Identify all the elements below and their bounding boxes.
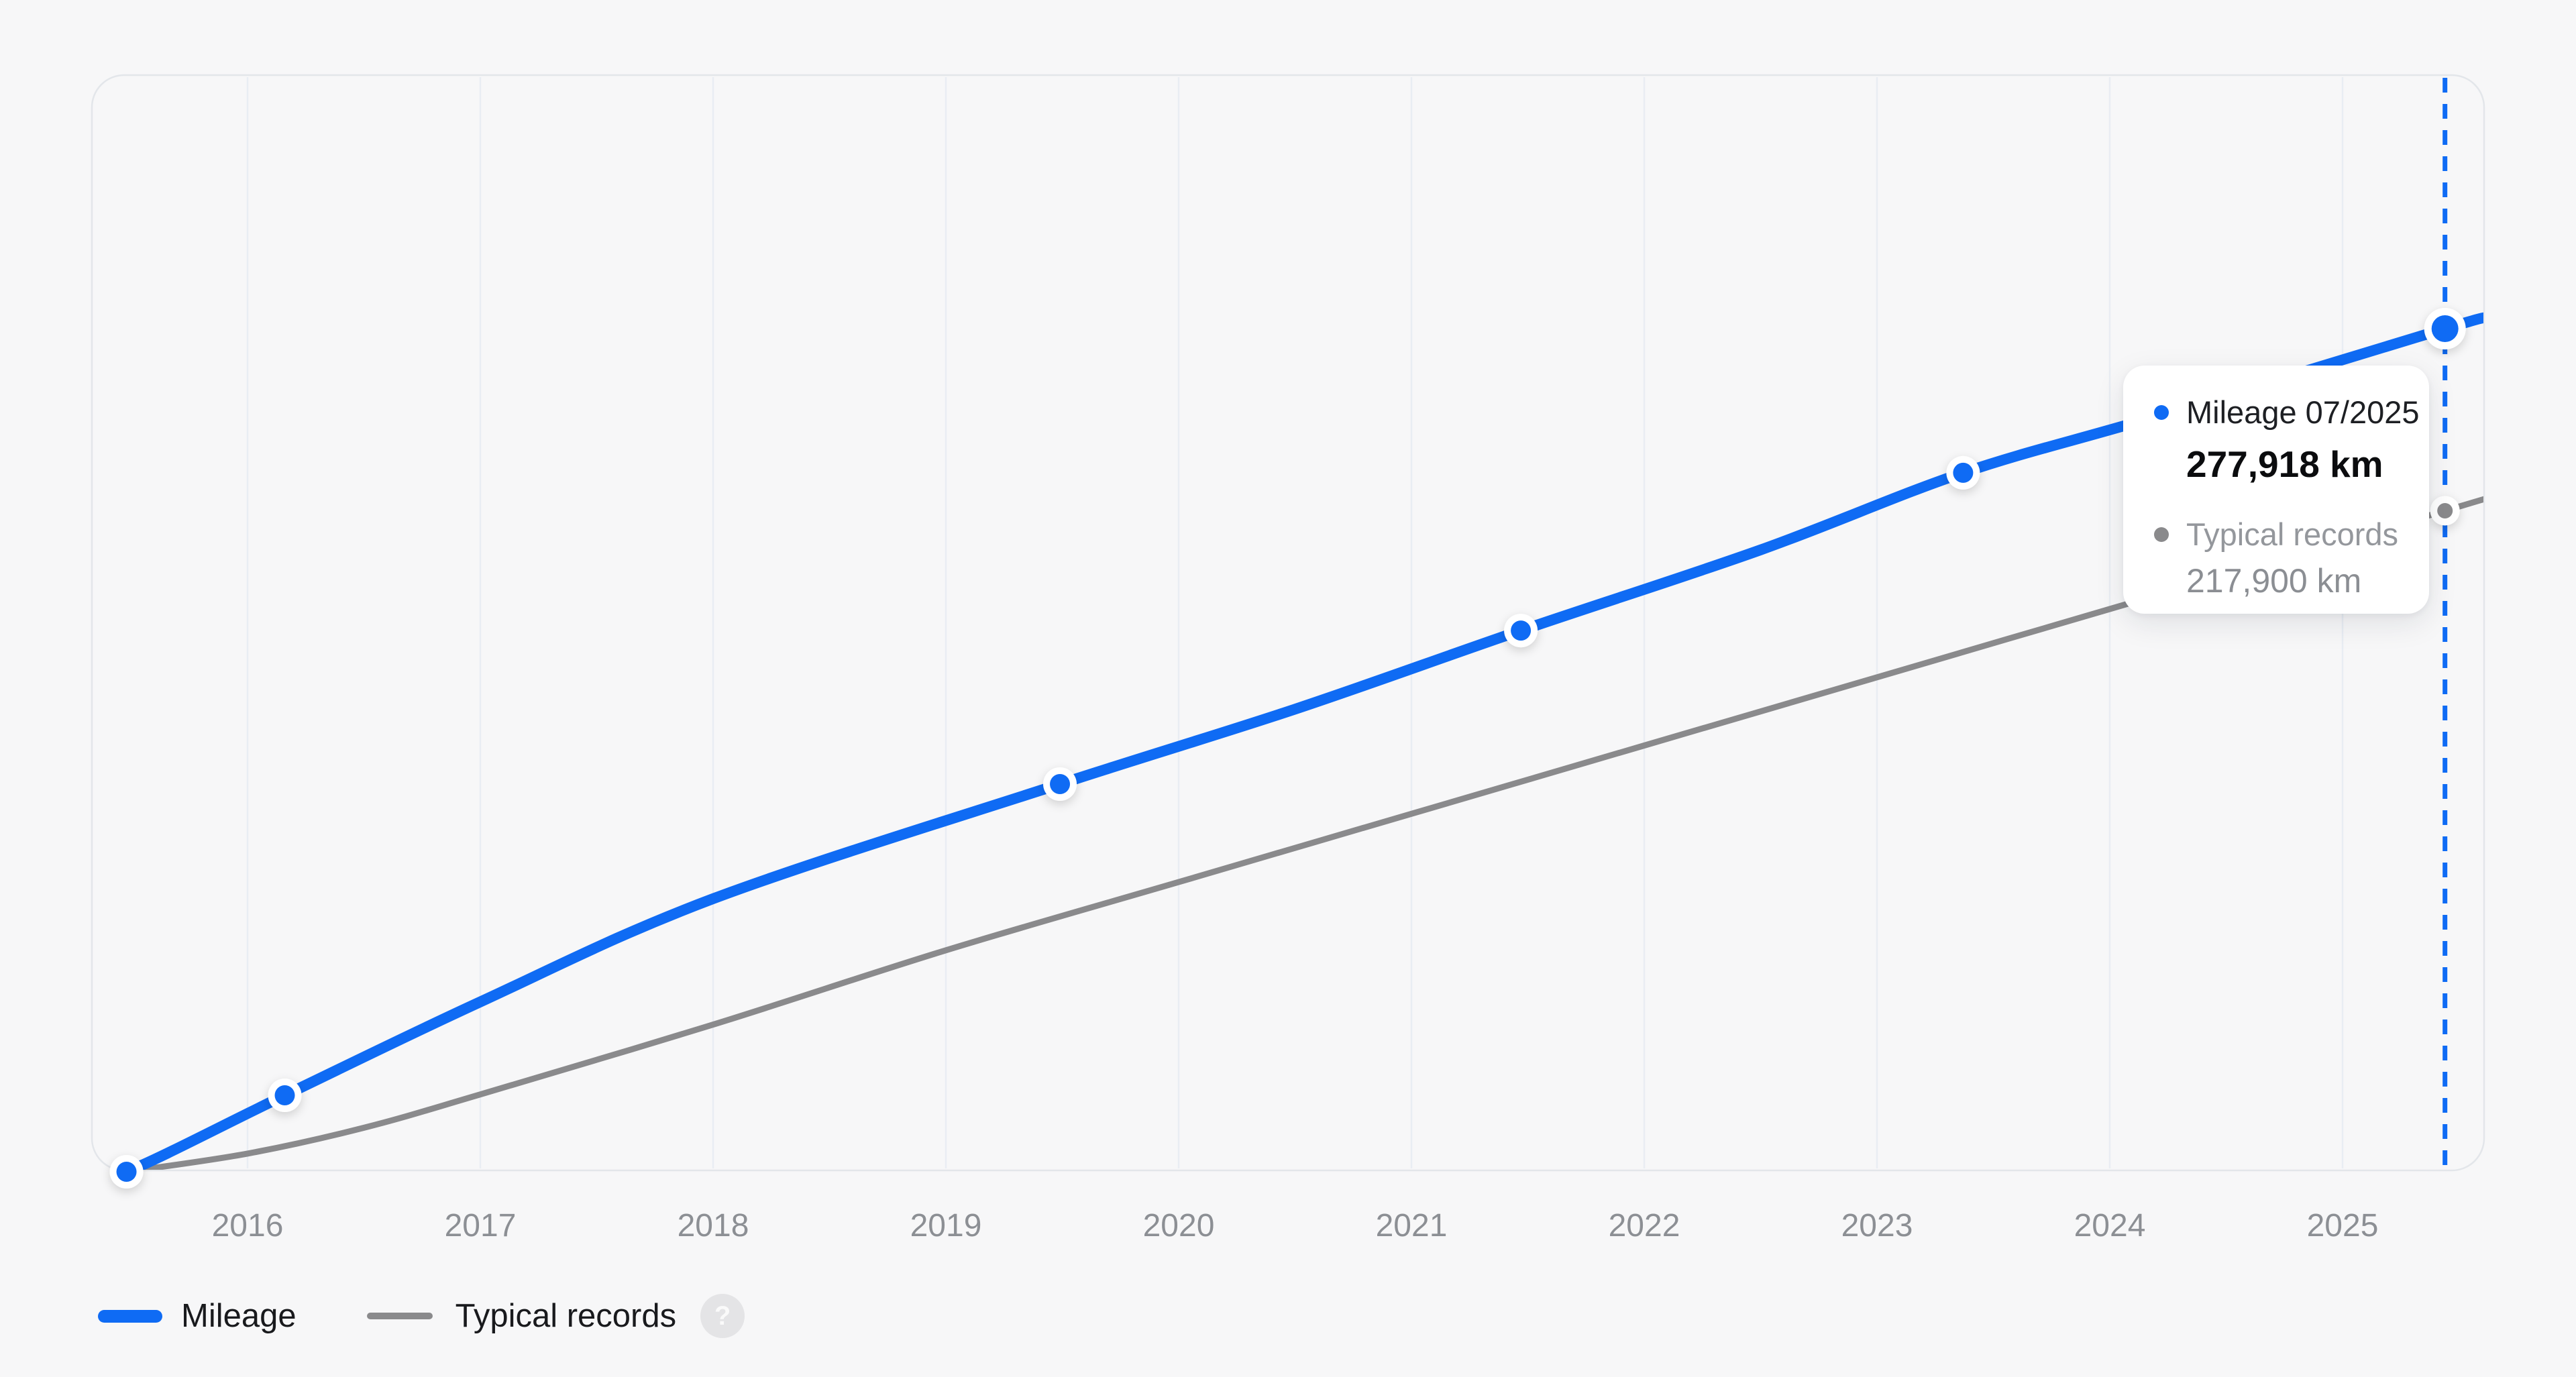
tooltip: Mileage 07/2025 277,918 km Typical recor…: [2123, 366, 2429, 614]
tooltip-typical-row: Typical records: [2154, 516, 2402, 553]
plot-border: [91, 74, 2485, 1172]
mileage-point-marker[interactable]: [1050, 773, 1071, 794]
legend-mileage-swatch-icon: [98, 1309, 162, 1323]
tooltip-typical-label: Typical records: [2186, 516, 2399, 552]
legend-typical-label: Typical records: [455, 1298, 677, 1334]
tooltip-mileage-dot-icon: [2154, 405, 2169, 420]
typical-records-end-marker[interactable]: [2437, 502, 2453, 518]
legend-typical-swatch-icon: [366, 1313, 433, 1319]
mileage-point-marker[interactable]: [1953, 462, 1974, 483]
mileage-point-marker[interactable]: [274, 1085, 295, 1106]
tooltip-mileage-label: Mileage 07/2025: [2186, 394, 2420, 430]
mileage-end-marker[interactable]: [2431, 315, 2459, 342]
legend-mileage-label: Mileage: [181, 1298, 297, 1334]
help-icon[interactable]: ?: [700, 1294, 745, 1338]
tooltip-typical-dot-icon: [2154, 527, 2169, 542]
tooltip-typical-value: 217,900 km: [2186, 562, 2362, 600]
legend: Mileage Typical records ?: [98, 1294, 745, 1338]
tooltip-mileage-value: 277,918 km: [2186, 443, 2383, 485]
mileage-point-marker[interactable]: [116, 1162, 137, 1182]
mileage-point-marker[interactable]: [1511, 620, 1532, 641]
tooltip-mileage-row: Mileage 07/2025: [2154, 394, 2420, 431]
